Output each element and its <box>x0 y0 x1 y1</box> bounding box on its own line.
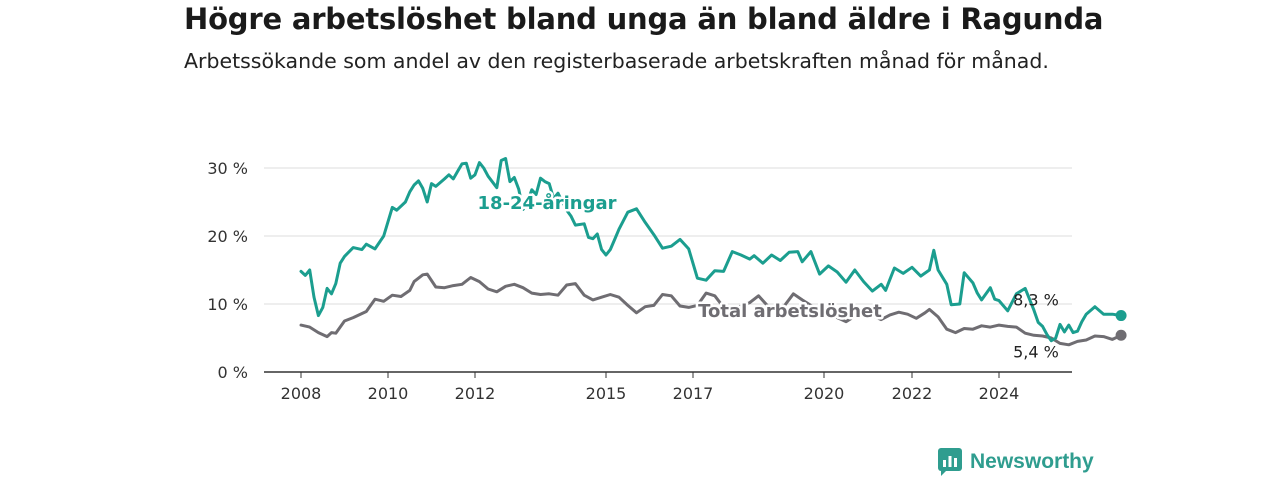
y-tick-label: 30 % <box>207 159 248 178</box>
y-tick-label: 0 % <box>218 363 248 382</box>
end-label-youth: 8,3 % <box>1013 291 1059 310</box>
series-labels: 8,3 % 5,4 % 18-24-åringar Total arbetslöshe… <box>475 190 1059 362</box>
x-tick-label: 2022 <box>892 384 933 403</box>
x-tick-label: 2012 <box>455 384 496 403</box>
y-axis: 0 % 10 % 20 % 30 % <box>207 159 248 382</box>
series-label-youth: 18-24-åringar <box>478 192 617 214</box>
newsworthy-logo-icon <box>938 448 962 476</box>
brand-name: Newsworthy <box>970 450 1094 473</box>
line-chart: 0 % 10 % 20 % 30 % 2008 2010 2012 2015 2017 2020… <box>207 157 1127 403</box>
y-tick-label: 10 % <box>207 295 248 314</box>
chart-title: Högre arbetslöshet bland unga än bland ä… <box>184 2 1104 36</box>
series-line-total <box>299 272 1123 347</box>
series-lines <box>299 157 1127 347</box>
x-tick-label: 2008 <box>281 384 322 403</box>
grid-lines <box>264 167 1072 373</box>
end-label-total: 5,4 % <box>1013 342 1059 361</box>
series-label-total: Total arbetslöshet <box>698 301 882 322</box>
y-tick-label: 20 % <box>207 227 248 246</box>
x-tick-label: 2020 <box>804 384 845 403</box>
chart-subtitle: Arbetssökande som andel av den registerb… <box>184 49 1049 73</box>
x-axis: 2008 2010 2012 2015 2017 2020 2022 2024 <box>281 372 1020 403</box>
series-line-youth <box>299 157 1123 343</box>
x-tick-label: 2024 <box>979 384 1020 403</box>
x-tick-label: 2010 <box>368 384 409 403</box>
end-marker-total <box>1115 329 1127 341</box>
end-marker-youth <box>1115 310 1127 322</box>
x-tick-label: 2015 <box>586 384 627 403</box>
x-tick-label: 2017 <box>673 384 714 403</box>
brand-logo: Newsworthy <box>938 448 1094 476</box>
